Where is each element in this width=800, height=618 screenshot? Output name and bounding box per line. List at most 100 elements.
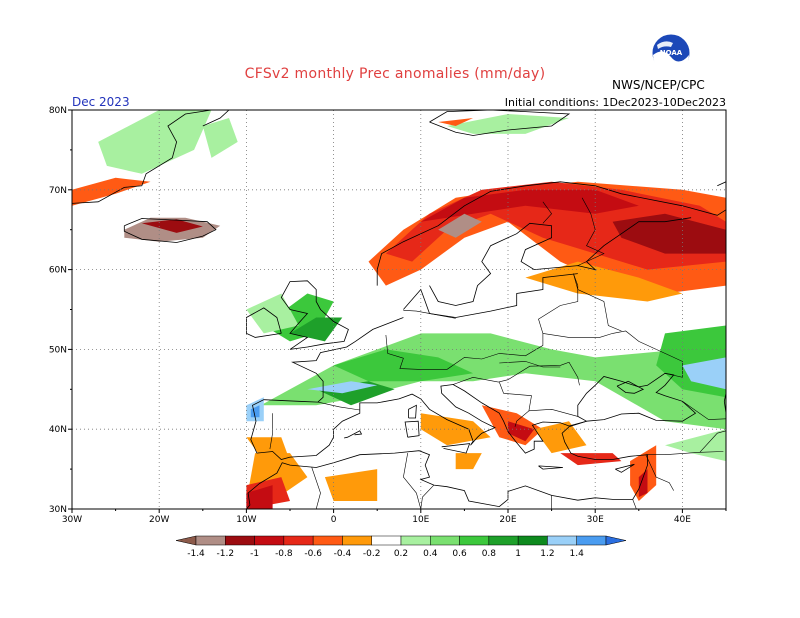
lat-tick-label: 60N (49, 266, 67, 276)
anomaly-region (682, 357, 726, 390)
coastline (408, 404, 417, 419)
lat-tick-label: 30N (49, 505, 67, 515)
border (632, 499, 637, 509)
coastline (615, 463, 635, 473)
anomaly-region (665, 429, 726, 462)
coastline (246, 307, 282, 338)
colorbar-label: 1.2 (540, 549, 554, 559)
anomaly-region (333, 349, 474, 382)
anomaly-region (72, 177, 151, 206)
border (573, 273, 622, 332)
border (699, 430, 726, 453)
colorbar-label: -0.6 (304, 549, 322, 559)
anomaly-region (246, 485, 273, 509)
lon-tick-label: 30E (587, 515, 604, 525)
anomaly-region (98, 110, 212, 174)
lon-tick-label: 30W (62, 515, 82, 525)
colorbar-swatch (400, 535, 431, 546)
anomaly-region (324, 469, 378, 501)
coastline (344, 430, 363, 439)
border (403, 453, 422, 509)
colorbar-label: 0.6 (452, 549, 467, 559)
border (385, 273, 579, 370)
anomaly-region (307, 381, 378, 394)
colorbar-swatch (371, 535, 402, 546)
colorbar-swatch (517, 535, 548, 546)
coastline (561, 420, 648, 500)
colorbar-swatch (225, 535, 255, 546)
colorbar-label: -1.2 (217, 549, 235, 559)
colorbar-left-arrow (175, 535, 197, 546)
border (542, 201, 552, 224)
colorbar-label: -1 (250, 549, 259, 559)
colorbar-label: 1.4 (570, 549, 585, 559)
anomaly-region (290, 317, 343, 342)
anomaly-region (525, 261, 683, 302)
coastline (538, 465, 563, 470)
colorbar-swatch (459, 535, 490, 546)
lat-tick-label: 70N (49, 186, 67, 196)
anomaly-region (638, 469, 648, 497)
anomaly-region (202, 118, 238, 158)
colorbar-label: -0.2 (363, 549, 381, 559)
colorbar-label: -1.4 (187, 549, 205, 559)
coastline (250, 317, 697, 460)
colorbar-swatch (342, 535, 372, 546)
colorbar-label: -0.4 (334, 549, 352, 559)
lon-tick-label: 0 (331, 515, 337, 525)
colorbar-swatch (547, 535, 577, 546)
colorbar-label: 1 (515, 549, 521, 559)
colorbar-swatch (283, 535, 314, 546)
coastline (280, 280, 349, 350)
anomaly-region (534, 421, 587, 454)
colorbar-label: 0.2 (394, 549, 408, 559)
coastline (723, 393, 726, 414)
anomaly-region (508, 421, 535, 442)
coastline (441, 443, 471, 454)
colorbar: -1.4 -1.2 -1 -0.8 -0.6 -0.4 -0.2 0.2 0.4 0.6 0.8 1 1… (175, 535, 627, 559)
colorbar-swatch (576, 535, 607, 546)
anomaly-region (438, 118, 474, 126)
coastline (404, 420, 420, 438)
coastline (403, 273, 578, 318)
coastline (246, 450, 633, 509)
forecast-month: Dec 2023 (72, 95, 130, 109)
colorbar-label: 0.8 (482, 549, 497, 559)
anomaly-region (250, 405, 260, 418)
agency-label: NWS/NCEP/CPC (612, 78, 705, 92)
coastline (429, 217, 692, 306)
coastline (202, 110, 230, 127)
border (528, 408, 578, 417)
anomaly-region (141, 219, 203, 233)
colorbar-swatch (254, 535, 285, 546)
border (577, 197, 605, 266)
border (645, 454, 674, 491)
colorbar-label: -0.8 (275, 549, 293, 559)
border (682, 401, 726, 420)
lon-tick-label: 20E (499, 515, 516, 525)
border (645, 451, 724, 455)
longitude-ticks: 30W 20W 10W 0 10E 20E 30E 40E (62, 509, 727, 525)
lon-tick-label: 40E (674, 515, 691, 525)
coastline (717, 181, 726, 187)
coastline (123, 218, 217, 243)
lat-tick-label: 80N (49, 106, 67, 116)
noaa-logo-icon: NOAA (651, 33, 691, 73)
lat-tick-label: 50N (49, 345, 67, 355)
anomaly-fill-layer (72, 110, 726, 509)
logo-text: NOAA (660, 49, 683, 57)
anomaly-region (420, 413, 491, 446)
colorbar-label: 0.4 (423, 549, 438, 559)
border (269, 413, 273, 450)
coastline (376, 181, 726, 286)
colorbar-right-arrow (605, 535, 627, 546)
map-frame (71, 109, 727, 510)
border (311, 467, 321, 509)
map-title: CFSv2 monthly Prec anomalies (mm/day) (244, 66, 546, 82)
lon-tick-label: 10W (236, 515, 256, 525)
coastline (616, 380, 645, 394)
colorbar-swatch (488, 535, 519, 546)
colorbar-swatch (195, 535, 226, 546)
border (420, 484, 435, 509)
